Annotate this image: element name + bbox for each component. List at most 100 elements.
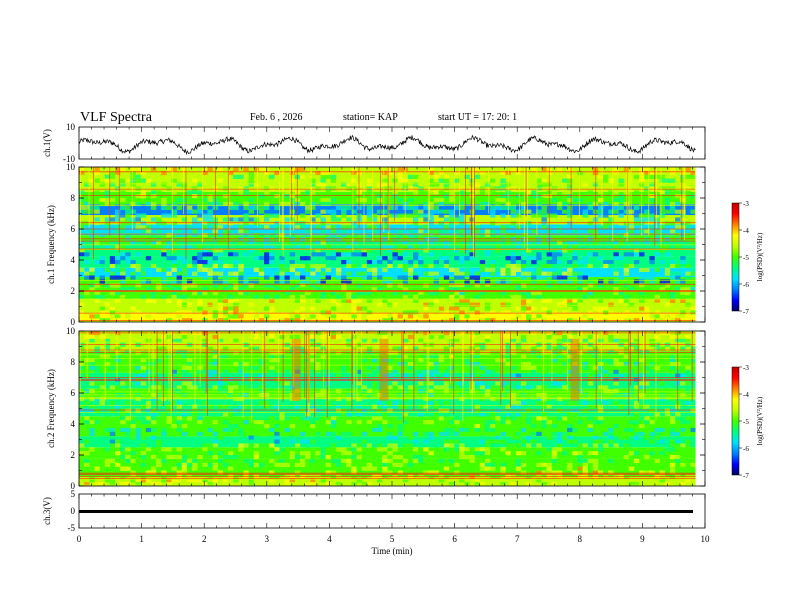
ch1-spectrogram-cell [135, 174, 141, 179]
ch2-spectrogram-cell [222, 404, 229, 409]
ch1-spectrogram-cell [305, 256, 311, 261]
ch1-spectrogram-cell [120, 275, 126, 280]
ch1-spectrogram-cell [443, 170, 450, 176]
ch2-spectrogram-cell [474, 447, 481, 452]
ch2-spectrogram-cell [418, 412, 424, 417]
ch1-spectrogram-cell [669, 271, 676, 276]
ch1-spectrogram-cell [413, 174, 419, 179]
ch1-spectrogram-cell [150, 194, 157, 199]
ch2-spectrogram-cell [89, 404, 95, 409]
ch1-spectrogram-cell [217, 279, 224, 284]
ch1-spectrogram-cell [274, 229, 280, 234]
ch2-spectrogram-cell [443, 412, 450, 417]
ch2-spectrogram-cell [217, 470, 224, 475]
ch1-spectrogram-cell [289, 267, 296, 272]
ch1-spectrogram-cell [325, 225, 331, 230]
ch2-spectrogram-cell [371, 424, 378, 429]
ch1-spectrogram-cell [238, 287, 244, 292]
ch1-spectrogram-cell [644, 217, 650, 222]
ch2-spectrogram-cell [479, 369, 486, 374]
ch2-spectrogram-cell [536, 412, 542, 417]
ch1-spectrogram-cell [433, 263, 439, 269]
ch1-spectrogram-cell [454, 229, 460, 234]
ch1-spectrogram-cell [166, 279, 172, 284]
ch2-spectrogram-cell [335, 458, 342, 464]
ch2-spectrogram-cell [654, 420, 660, 425]
ch2-spectrogram-cell [484, 334, 491, 340]
ch1-spectrogram-cell [644, 170, 650, 176]
ch1-spectrogram-cell [207, 232, 213, 238]
ch2-spectrogram-cell [402, 458, 409, 464]
ch2-spectrogram-cell [125, 458, 131, 464]
ch2-spectrogram-cell [212, 385, 218, 390]
ch2-spectrogram-cell [356, 404, 362, 409]
ch2-spectrogram-cell [120, 389, 126, 394]
ch1-spectrogram-cell [469, 178, 475, 183]
ch1-spectrogram-cell [459, 248, 465, 253]
ch1-spectrogram-cell [438, 306, 445, 311]
ch1-spectrogram-cell [346, 240, 352, 245]
ch2-spectrogram-cell [84, 482, 90, 487]
ch1-spectrogram-cell [443, 209, 450, 214]
ch2-spectrogram-cell [526, 482, 532, 487]
ch1-spectrogram-cell [438, 178, 445, 183]
ch2-spectrogram-cell [233, 431, 239, 436]
ch1-spectrogram-cell [140, 267, 147, 272]
ch1-spectrogram-cell [520, 252, 527, 257]
ch1-spectrogram-cell [320, 271, 326, 276]
ch2-spectrogram-cell [300, 346, 306, 351]
ch1-spectrogram-cell [361, 275, 367, 280]
ch2-spectrogram-cell [186, 404, 193, 409]
ch2-spectrogram-cell [238, 385, 244, 390]
ch1-spectrogram-cell [171, 221, 177, 226]
ch2-spectrogram-cell [608, 338, 614, 343]
ch1-spectrogram-cell [161, 170, 167, 176]
ch2-spectrogram-cell [104, 478, 111, 483]
ch2-spectrogram-cell [366, 389, 373, 394]
ch1-spectrogram-cell [289, 287, 296, 292]
ch2-spectrogram-cell [109, 439, 116, 444]
ch2-spectrogram-cell [176, 439, 182, 444]
ch2-spectrogram-cell [536, 400, 542, 405]
ch2-spectrogram-cell [484, 408, 491, 413]
ch1-spectrogram-cell [577, 279, 583, 284]
ch2-spectrogram-cell [192, 458, 198, 464]
ch2-spectrogram-cell [556, 439, 563, 444]
ch1-spectrogram-cell [664, 190, 671, 195]
ch1-spectrogram-cell [567, 298, 573, 303]
ch1-spectrogram-cell [79, 221, 85, 226]
ch1-spectrogram-cell [669, 291, 676, 296]
ch2-spectrogram-cell [438, 338, 445, 343]
ch2-spectrogram-cell [269, 478, 275, 483]
ch2-spectrogram-cell [207, 482, 213, 487]
ch1-spectrogram-cell [438, 201, 445, 207]
ch1-spectrogram-cell [248, 263, 254, 269]
ch2-spectrogram-cell [556, 435, 563, 440]
ch2-spectrogram-cell [377, 478, 383, 483]
ch2-spectrogram-cell [371, 385, 378, 390]
ch2-spectrogram-cell [197, 424, 203, 429]
ch1-spectrogram-cell [577, 275, 583, 280]
ch2-spectrogram-cell [413, 408, 419, 413]
ch1-spectrogram-cell [228, 263, 234, 269]
ch1-spectrogram-cell [520, 298, 527, 303]
ch2-spectrogram-cell [207, 443, 213, 448]
ch1-spectrogram-cell [649, 182, 655, 187]
ch1-spectrogram-cell [608, 260, 614, 265]
ch2-spectrogram-cell [495, 385, 501, 390]
ch2-spectrogram-cell [202, 478, 208, 483]
ch2-spectrogram-cell [669, 443, 676, 448]
ch2-spectrogram-cell [556, 369, 563, 374]
ch2-spectrogram-cell [294, 404, 301, 409]
ch2-spectrogram-cell [289, 338, 296, 343]
ch2-spectrogram-cell [659, 346, 665, 351]
ch1-spectrogram-cell [377, 298, 383, 303]
ch2-spectrogram-cell [377, 389, 383, 394]
ch1-spectrogram-cell [222, 201, 229, 207]
ch1-spectrogram-cell [649, 174, 655, 179]
ch2-spectrogram-cell [150, 443, 157, 448]
ch1-spectrogram-cell [243, 279, 249, 284]
ch1-spectrogram-cell [459, 244, 465, 249]
ch1-spectrogram-cell [207, 260, 213, 265]
ch2-spectrogram-cell [207, 389, 213, 394]
